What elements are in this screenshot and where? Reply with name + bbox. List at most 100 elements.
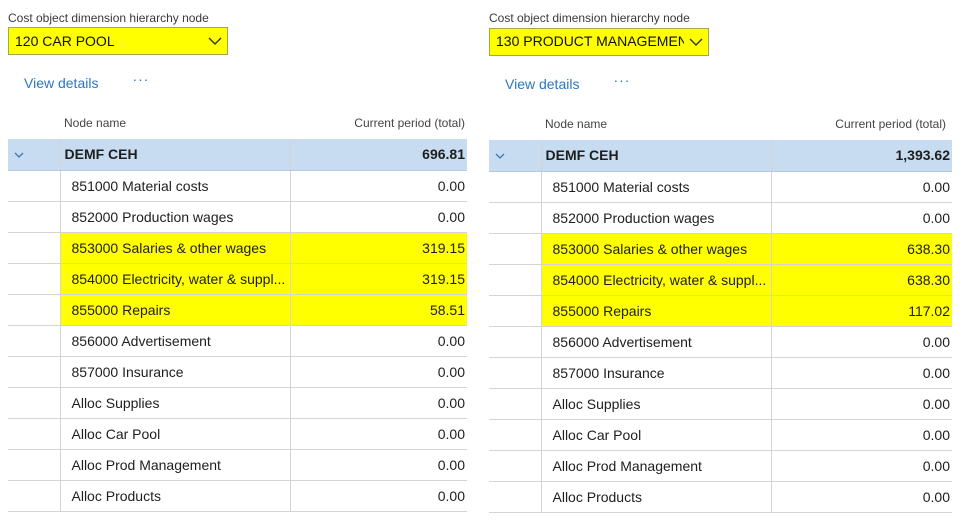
value-cell: 0.00 [290, 170, 467, 202]
value-cell: 0.00 [771, 450, 952, 482]
row-selector[interactable] [8, 170, 61, 202]
dropdown-value[interactable]: 130 PRODUCT MANAGEMENT [490, 33, 684, 50]
table-row[interactable]: 851000 Material costs 0.00 [489, 171, 952, 203]
value-cell: 0.00 [771, 202, 952, 234]
row-selector[interactable] [489, 388, 542, 420]
hierarchy-node-dropdown[interactable]: 120 CAR POOL [8, 27, 228, 55]
row-selector[interactable] [8, 294, 61, 326]
chevron-down-icon[interactable] [684, 29, 708, 55]
more-options-icon[interactable]: ··· [132, 71, 150, 87]
row-selector[interactable] [8, 387, 61, 419]
column-header-current-period[interactable]: Current period (total) [354, 116, 465, 130]
value-cell: 0.00 [290, 480, 467, 512]
grid-header: Node name Current period (total) [8, 114, 466, 134]
row-selector[interactable] [489, 357, 542, 389]
row-selector[interactable] [489, 419, 542, 451]
row-selector[interactable] [8, 356, 61, 388]
dropdown-value: 120 CAR POOL [15, 33, 115, 49]
node-name-cell: 857000 Insurance [541, 357, 772, 389]
node-name-cell: 855000 Repairs [541, 295, 772, 327]
action-bar: View details ··· [505, 72, 631, 94]
table-row[interactable]: 852000 Production wages 0.00 [8, 201, 467, 233]
table-row[interactable]: Alloc Prod Management 0.00 [8, 449, 467, 481]
table-row[interactable]: Alloc Car Pool 0.00 [8, 418, 467, 450]
table-row[interactable]: 851000 Material costs 0.00 [8, 170, 467, 202]
row-selector[interactable] [489, 264, 542, 296]
value-cell: 0.00 [290, 387, 467, 419]
table-row[interactable]: Alloc Products 0.00 [8, 480, 467, 512]
row-selector[interactable] [8, 263, 61, 295]
node-name-cell: 851000 Material costs [541, 171, 772, 203]
chevron-down-icon[interactable] [203, 28, 227, 54]
value-cell: 638.30 [771, 233, 952, 265]
table-row[interactable]: Alloc Products 0.00 [489, 481, 952, 513]
node-name-cell: 855000 Repairs [60, 294, 291, 326]
node-name-cell: DEMF CEH [541, 140, 772, 172]
table-row[interactable]: 855000 Repairs 117.02 [489, 295, 952, 327]
table-row-root[interactable]: DEMF CEH 1,393.62 [489, 140, 952, 172]
row-selector[interactable] [8, 201, 61, 233]
row-selector[interactable] [489, 450, 542, 482]
dropdown-value-text: 130 PRODUCT MANAGEMENT [496, 33, 684, 50]
row-selector[interactable] [489, 326, 542, 358]
more-options-icon[interactable]: ··· [613, 72, 631, 88]
node-grid: DEMF CEH 1,393.62 851000 Material costs 0… [489, 140, 952, 513]
table-row[interactable]: Alloc Supplies 0.00 [8, 387, 467, 419]
row-selector[interactable] [8, 325, 61, 357]
row-selector[interactable] [489, 295, 542, 327]
row-selector[interactable] [8, 418, 61, 450]
node-name-cell: Alloc Car Pool [541, 419, 772, 451]
table-row[interactable]: 857000 Insurance 0.00 [8, 356, 467, 388]
table-row[interactable]: Alloc Prod Management 0.00 [489, 450, 952, 482]
right-panel: Cost object dimension hierarchy node 130… [481, 0, 952, 521]
table-row[interactable]: 857000 Insurance 0.00 [489, 357, 952, 389]
table-row[interactable]: Alloc Supplies 0.00 [489, 388, 952, 420]
value-cell: 0.00 [771, 388, 952, 420]
node-name-cell: Alloc Car Pool [60, 418, 291, 450]
table-row[interactable]: 854000 Electricity, water & suppl... 319.… [8, 263, 467, 295]
value-cell: 0.00 [771, 326, 952, 358]
table-row[interactable]: 852000 Production wages 0.00 [489, 202, 952, 234]
node-name-cell: Alloc Prod Management [541, 450, 772, 482]
column-header-current-period[interactable]: Current period (total) [835, 117, 946, 131]
table-row[interactable]: 856000 Advertisement 0.00 [8, 325, 467, 357]
row-selector[interactable] [489, 233, 542, 265]
row-selector[interactable] [489, 140, 542, 172]
table-row[interactable]: 855000 Repairs 58.51 [8, 294, 467, 326]
table-row[interactable]: 854000 Electricity, water & suppl... 638.… [489, 264, 952, 296]
value-cell: 117.02 [771, 295, 952, 327]
node-name-cell: 857000 Insurance [60, 356, 291, 388]
value-cell: 0.00 [290, 201, 467, 233]
value-cell: 0.00 [771, 419, 952, 451]
value-cell: 0.00 [771, 481, 952, 513]
row-selector[interactable] [489, 171, 542, 203]
table-row[interactable]: 853000 Salaries & other wages 638.30 [489, 233, 952, 265]
value-cell: 0.00 [771, 357, 952, 389]
table-row-root[interactable]: DEMF CEH 696.81 [8, 139, 467, 171]
chevron-down-icon[interactable] [12, 148, 26, 162]
table-row[interactable]: 853000 Salaries & other wages 319.15 [8, 232, 467, 264]
node-grid: DEMF CEH 696.81 851000 Material costs 0.0… [8, 139, 467, 512]
column-header-node-name[interactable]: Node name [545, 117, 608, 131]
action-bar: View details ··· [24, 71, 150, 93]
view-details-link[interactable]: View details [24, 75, 99, 91]
value-cell: 0.00 [290, 356, 467, 388]
value-cell: 638.30 [771, 264, 952, 296]
value-cell: 0.00 [290, 325, 467, 357]
column-header-node-name[interactable]: Node name [64, 116, 127, 130]
row-selector[interactable] [8, 449, 61, 481]
hierarchy-node-label: Cost object dimension hierarchy node [489, 11, 690, 25]
view-details-link[interactable]: View details [505, 76, 580, 92]
row-selector[interactable] [8, 232, 61, 264]
node-name-cell: DEMF CEH [60, 139, 291, 171]
row-selector[interactable] [8, 139, 61, 171]
value-cell: 696.81 [290, 139, 467, 171]
row-selector[interactable] [8, 480, 61, 512]
row-selector[interactable] [489, 202, 542, 234]
table-row[interactable]: Alloc Car Pool 0.00 [489, 419, 952, 451]
node-name-cell: Alloc Products [541, 481, 772, 513]
row-selector[interactable] [489, 481, 542, 513]
table-row[interactable]: 856000 Advertisement 0.00 [489, 326, 952, 358]
chevron-down-icon[interactable] [493, 149, 507, 163]
hierarchy-node-dropdown[interactable]: 130 PRODUCT MANAGEMENT [489, 28, 709, 56]
